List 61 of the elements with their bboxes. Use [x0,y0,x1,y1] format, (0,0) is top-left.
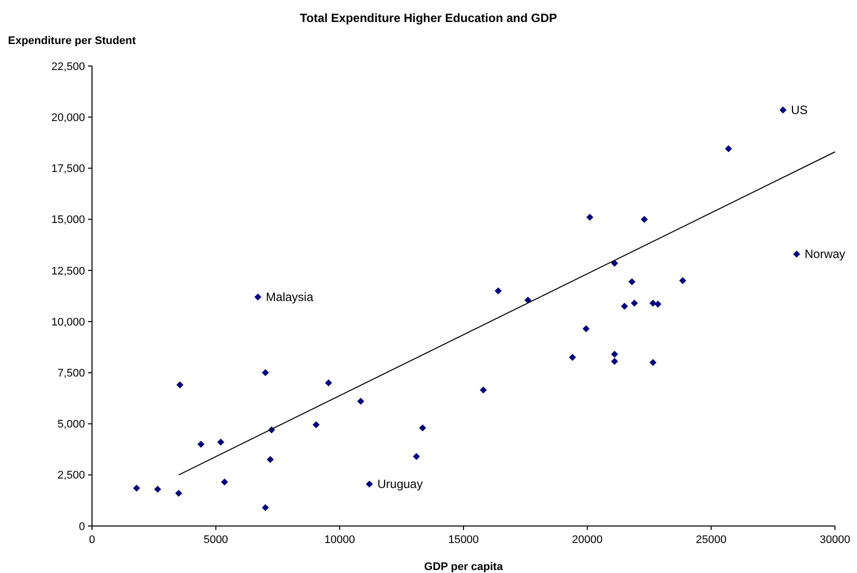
point [679,277,686,284]
y-tick-label: 20,000 [51,112,85,124]
y-tick-label: 7,500 [57,368,85,380]
y-tick-label: 12,500 [51,265,85,278]
annotation: Malaysia [266,290,314,304]
x-tick-label: 10000 [324,534,355,546]
point [630,300,638,307]
point [611,350,618,358]
chart-title: Total Expenditure Higher Education and GDP [300,11,558,25]
x-tick-label: 15000 [448,534,479,546]
point [133,484,140,492]
point [154,486,162,493]
point [197,440,204,448]
y-axis-title: Expenditure per Student [8,35,136,47]
point [312,421,320,428]
y-tick-label: 2,500 [57,470,85,482]
point [357,398,364,405]
point [649,358,656,366]
annotation: Norway [804,247,846,262]
point [419,424,426,432]
point [254,294,262,301]
point [649,300,656,307]
x-tick-label: 5000 [204,534,228,546]
point [654,300,662,308]
x-axis-title: GDP per capita [424,561,504,573]
point [221,478,228,486]
x-tick-label: 0 [88,534,96,546]
point [325,379,332,386]
point [176,381,184,388]
point [568,354,576,361]
point [582,325,590,332]
x-tick-label: 30000 [820,534,850,546]
y-tick-label: 17,500 [51,163,85,176]
point [412,452,420,460]
point [611,260,618,267]
annotation: US [790,102,808,117]
point [628,278,636,286]
point [779,106,786,114]
y-tick-label: 15,000 [51,214,85,226]
y-tick-label: 10,000 [51,316,85,328]
point [524,296,532,304]
point [494,287,502,294]
point [175,490,182,497]
point [217,438,224,446]
point [480,386,487,394]
point [793,250,800,258]
x-tick-label: 20000 [572,534,603,546]
point [366,480,373,488]
point [262,369,269,376]
point [640,216,648,223]
point [611,358,618,365]
y-tick-label: 5,000 [57,418,85,431]
annotation: Uruguay [377,477,423,492]
point [266,456,274,464]
x-tick-label: 25000 [696,534,726,546]
point [586,214,594,221]
y-tick-label: 0 [78,520,85,533]
point [262,504,269,512]
y-tick-label: 22,500 [51,60,85,73]
point [725,145,732,152]
point [620,302,628,310]
